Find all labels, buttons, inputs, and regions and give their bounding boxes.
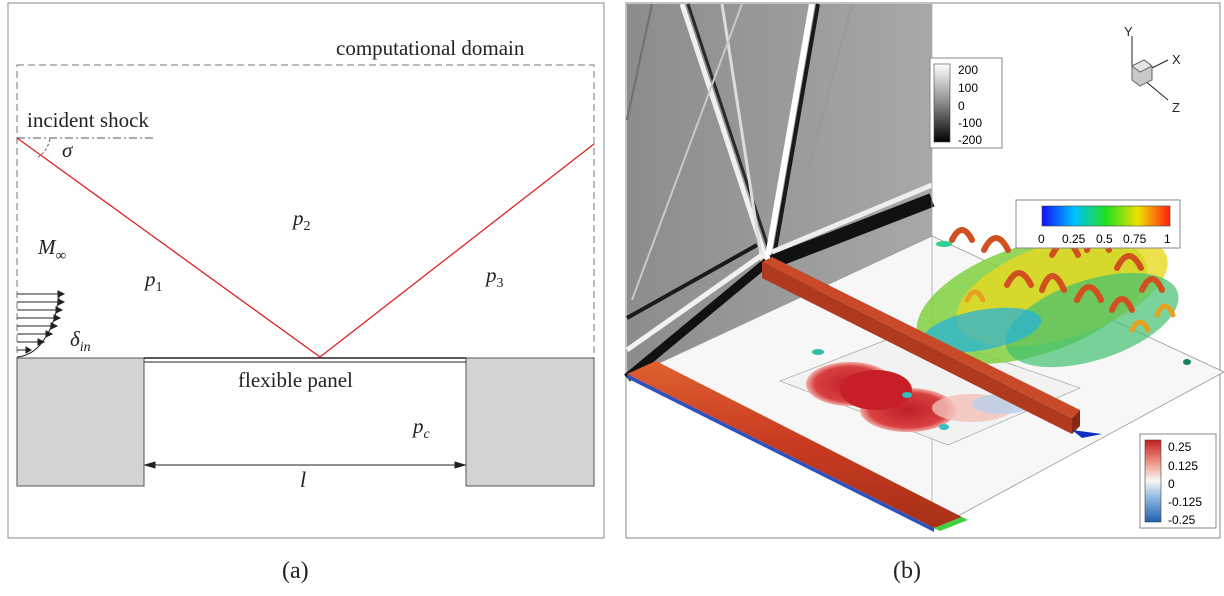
caption-a: (a) — [282, 558, 309, 584]
right-wall-block — [465, 357, 595, 487]
panel-pressure-contour — [806, 362, 1032, 432]
reflected-shock-line — [319, 143, 595, 358]
mach-label: M∞ — [37, 235, 66, 264]
div-tick: -0.125 — [1168, 495, 1202, 509]
inflow-profile — [16, 290, 66, 358]
schematic-svg: computational domain incident shock σ p2… — [7, 2, 605, 539]
div-tick: 0.25 — [1168, 440, 1192, 454]
p3-label: p3 — [484, 263, 504, 291]
gray-tick: -200 — [958, 133, 982, 147]
inflow-bar-tip — [934, 517, 968, 531]
inflow-boundary-bar — [627, 361, 962, 528]
gray-tick: 0 — [958, 99, 965, 113]
length-dimension — [143, 461, 467, 469]
div-tick: -0.25 — [1168, 513, 1196, 527]
axis-x-label: X — [1172, 52, 1181, 67]
separation-bar-side — [762, 262, 1072, 434]
gray-tick: 100 — [958, 81, 978, 95]
div-tick: 0 — [1168, 477, 1175, 491]
incident-shock-label: incident shock — [27, 108, 149, 132]
axis-y-label: Y — [1124, 24, 1133, 39]
pc-label: pc — [411, 414, 431, 442]
rainbow-tick: 0.5 — [1096, 232, 1113, 246]
sigma-label: σ — [62, 138, 74, 162]
computational-domain-label: computational domain — [336, 36, 525, 60]
legend-rainbow: 0 0.25 0.5 0.75 1 — [1015, 199, 1181, 249]
separation-bubble-bar — [762, 257, 1080, 418]
flexible-panel-label: flexible panel — [238, 368, 353, 392]
inflow-bar-edge — [627, 374, 934, 532]
delta-label: δin — [70, 327, 91, 355]
p1-label: p1 — [143, 267, 163, 295]
caption-b: (b) — [893, 558, 921, 584]
simulation-svg: 200 100 0 -100 -200 0 0.25 0.5 0.75 1 0.… — [624, 2, 1224, 539]
rainbow-tick: 1 — [1164, 232, 1171, 246]
axis-triad — [1131, 36, 1169, 101]
incident-shock-line — [16, 137, 321, 358]
rainbow-tick: 0.75 — [1123, 232, 1147, 246]
div-tick: 0.125 — [1168, 459, 1198, 473]
rainbow-tick: 0 — [1038, 232, 1045, 246]
left-wall-block — [16, 357, 145, 487]
gray-tick: -100 — [958, 116, 982, 130]
legend-gray: 200 100 0 -100 -200 — [929, 57, 1003, 149]
rainbow-tick: 0.25 — [1062, 232, 1086, 246]
legend-diverging: 0.25 0.125 0 -0.125 -0.25 — [1139, 433, 1217, 529]
schematic-panel: computational domain incident shock σ p2… — [0, 0, 612, 592]
vortex-isosurfaces — [812, 227, 1191, 430]
axis-z-label: Z — [1172, 100, 1180, 115]
simulation-panel: 200 100 0 -100 -200 0 0.25 0.5 0.75 1 0.… — [612, 0, 1224, 592]
p2-label: p2 — [291, 206, 311, 234]
angle-arc — [37, 138, 51, 158]
outer-frame — [7, 2, 605, 539]
length-label: l — [300, 467, 306, 492]
schlieren-shocks — [624, 3, 935, 382]
gray-tick: 200 — [958, 63, 978, 77]
